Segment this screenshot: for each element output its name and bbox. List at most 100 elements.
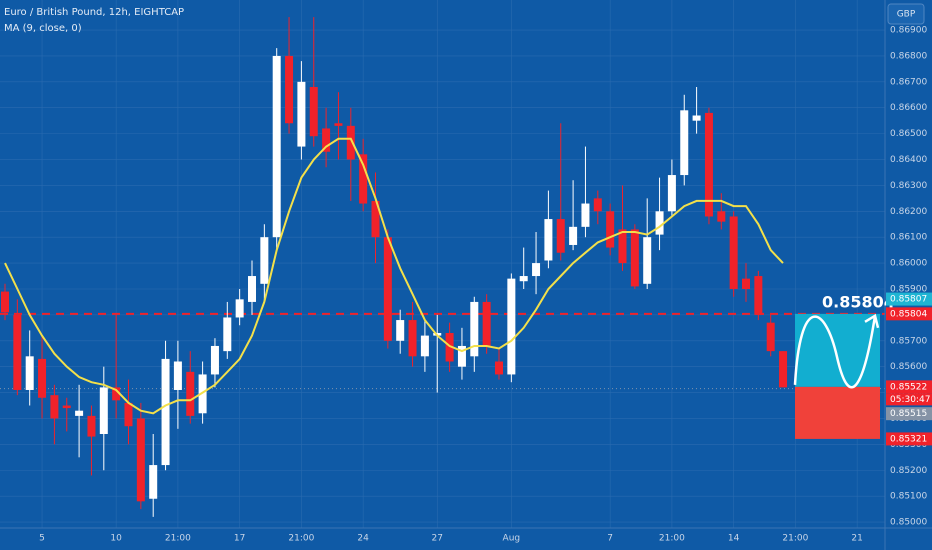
candle-body <box>544 219 553 261</box>
currency-label[interactable]: GBP <box>897 10 916 20</box>
countdown-box <box>886 393 932 406</box>
x-tick-label: 21 <box>851 534 862 544</box>
price-label-box <box>886 292 932 306</box>
x-tick-label: 21:00 <box>659 534 685 544</box>
y-tick-label: 0.85600 <box>890 362 927 372</box>
candle-body <box>198 374 207 414</box>
candle-body <box>223 317 232 352</box>
price-label: 0.85522 <box>890 382 927 392</box>
candle-body <box>112 387 121 401</box>
candle-body <box>87 415 96 437</box>
x-tick-label: 21:00 <box>165 534 191 544</box>
candle-body <box>593 198 602 212</box>
price-label-box <box>886 307 932 321</box>
candle-body <box>507 278 516 375</box>
candle-body <box>136 418 145 502</box>
candle-body <box>420 335 429 357</box>
candle-body <box>643 237 652 284</box>
candle-body <box>396 320 405 341</box>
candle-body <box>618 229 627 264</box>
candle-body <box>630 229 639 287</box>
y-tick-label: 0.85200 <box>890 466 927 476</box>
candle-body <box>680 110 689 176</box>
candle-body <box>754 276 763 315</box>
y-tick-label: 0.86100 <box>890 233 927 243</box>
candle-body <box>717 211 726 222</box>
candle-body <box>62 405 71 409</box>
chart-title: Euro / British Pound, 12h, EIGHTCAP <box>4 7 184 18</box>
candle-body <box>235 299 244 318</box>
x-tick-label: 24 <box>357 534 369 544</box>
candle-body <box>569 226 578 245</box>
profit-zone <box>795 313 880 387</box>
candle-body <box>346 125 355 160</box>
candle-body <box>186 371 195 416</box>
y-tick-label: 0.86600 <box>890 103 927 113</box>
candle-body <box>25 356 34 390</box>
y-tick-label: 0.86500 <box>890 129 927 139</box>
x-tick-label: 17 <box>234 534 245 544</box>
candle-body <box>359 154 368 204</box>
candle-body <box>210 345 219 375</box>
candle-body <box>149 465 158 499</box>
candle-body <box>779 351 788 388</box>
x-tick-label: 14 <box>728 534 740 544</box>
price-label: 0.85515 <box>890 409 927 419</box>
candle-body <box>13 314 22 390</box>
price-label: 0.85321 <box>890 434 927 444</box>
candle-body <box>309 87 318 137</box>
x-tick-label: 21:00 <box>288 534 314 544</box>
y-tick-label: 0.85900 <box>890 284 927 294</box>
y-tick-label: 0.85700 <box>890 336 927 346</box>
candle-body <box>408 320 417 357</box>
countdown: 05:30:47 <box>890 395 930 405</box>
candle-body <box>260 237 269 284</box>
candle-body <box>482 301 491 346</box>
candle-body <box>556 219 565 253</box>
x-tick-label: 27 <box>432 534 443 544</box>
y-tick-label: 0.85100 <box>890 492 927 502</box>
candle-body <box>334 123 343 126</box>
candle-body <box>383 237 392 341</box>
y-tick-label: 0.86900 <box>890 26 927 36</box>
candle-body <box>297 81 306 147</box>
loss-zone <box>795 386 880 439</box>
currency-button[interactable] <box>887 3 925 25</box>
candle-body <box>457 345 466 367</box>
x-tick-label: 10 <box>110 534 122 544</box>
candle-body <box>124 402 133 427</box>
x-tick-label: 5 <box>39 534 45 544</box>
candle-body <box>581 203 590 227</box>
candle-body <box>371 200 380 238</box>
candle-body <box>445 333 454 362</box>
candle-body <box>742 278 750 289</box>
candle-body <box>99 387 108 435</box>
candle-body <box>606 211 615 248</box>
candle-body <box>50 395 59 419</box>
y-tick-label: 0.86000 <box>890 259 927 269</box>
candle-body <box>285 55 294 124</box>
candle-body <box>692 115 701 121</box>
candle-body <box>75 410 84 416</box>
candle-body <box>667 175 676 212</box>
candle-body <box>272 55 281 238</box>
candle-body <box>470 301 479 357</box>
x-tick-label: 21:00 <box>782 534 808 544</box>
candle-body <box>519 276 528 282</box>
candle-body <box>729 216 738 289</box>
price-label: 0.85807 <box>890 295 927 305</box>
y-tick-label: 0.86400 <box>890 155 927 165</box>
drawing-arrow <box>793 313 880 389</box>
moving-average <box>4 137 784 415</box>
y-tick-label: 0.85000 <box>890 518 927 528</box>
price-label-box <box>886 380 932 394</box>
candle-body <box>655 211 664 235</box>
candle-body <box>248 276 256 302</box>
y-tick-label: 0.86200 <box>890 207 927 217</box>
y-tick-label: 0.86700 <box>890 77 927 87</box>
candle-body <box>532 263 541 277</box>
candle-body <box>322 128 331 152</box>
candle-body <box>161 358 170 466</box>
